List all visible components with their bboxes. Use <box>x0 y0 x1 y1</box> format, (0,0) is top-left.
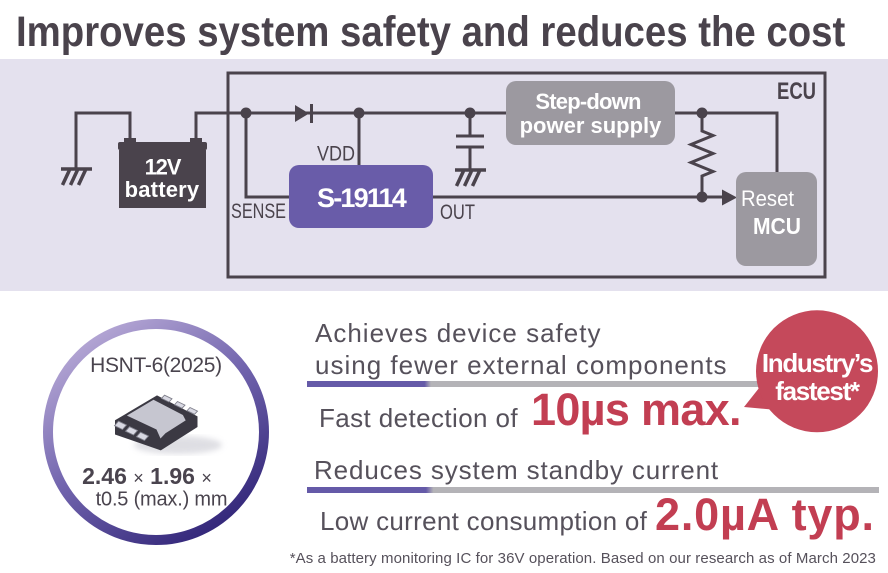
svg-text:MCU: MCU <box>753 213 801 239</box>
svg-text:VDD: VDD <box>317 143 355 166</box>
svg-text:power supply: power supply <box>520 113 663 138</box>
svg-text:OUT: OUT <box>440 201 475 224</box>
svg-text:HSNT-6(2025): HSNT-6(2025) <box>90 354 222 377</box>
svg-text:S-19114: S-19114 <box>317 183 407 213</box>
svg-text:2.46 × 1.96 ×: 2.46 × 1.96 × <box>82 463 212 489</box>
svg-text:ECU: ECU <box>777 78 816 105</box>
svg-text:12V: 12V <box>145 155 182 180</box>
svg-text:Reset: Reset <box>741 186 794 211</box>
svg-text:battery: battery <box>125 177 200 202</box>
svg-text:Step-down: Step-down <box>535 89 641 114</box>
svg-text:t0.5 (max.) mm: t0.5 (max.) mm <box>96 489 228 511</box>
svg-text:SENSE: SENSE <box>231 200 286 223</box>
